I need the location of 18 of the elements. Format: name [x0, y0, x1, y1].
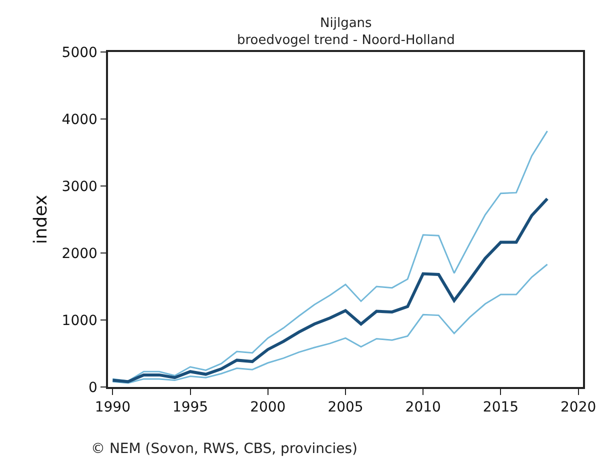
y-tick-label: 4000: [62, 112, 98, 128]
x-tick-label: 2005: [328, 400, 364, 416]
x-tick-label: 1990: [94, 400, 130, 416]
x-tick-label: 2010: [405, 400, 441, 416]
chart-title: Nijlgans: [320, 16, 372, 31]
y-tick-label: 0: [88, 380, 98, 396]
y-tick-label: 5000: [62, 44, 98, 61]
x-tick-label: 2000: [250, 400, 286, 416]
y-tick-label: 3000: [62, 178, 98, 195]
x-tick-label: 2015: [482, 400, 519, 416]
x-tick-label: 2020: [560, 400, 596, 416]
y-axis-title: index: [30, 194, 52, 244]
line-series: [112, 130, 548, 382]
x-tick-label: 1995: [172, 400, 208, 416]
chart-subtitle: broedvogel trend - Noord-Holland: [237, 32, 455, 48]
text: © NEM (Sovon, RWS, CBS, provincies): [91, 441, 358, 457]
y-tick-label: 1000: [62, 312, 98, 329]
y-tick-label: 2000: [62, 246, 98, 262]
